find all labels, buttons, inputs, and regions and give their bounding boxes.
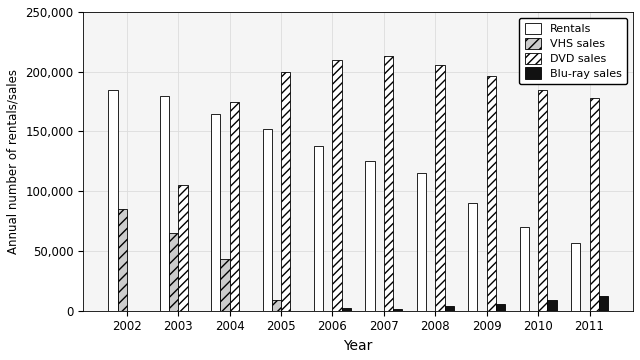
Bar [468,203,477,311]
Legend: Rentals, VHS sales, DVD sales, Blu-ray sales: Rentals, VHS sales, DVD sales, Blu-ray s… [519,18,627,84]
Bar [487,76,496,311]
Bar [179,185,188,311]
Bar [160,96,169,311]
Y-axis label: Annual number of rentals/sales: Annual number of rentals/sales [7,69,20,254]
Bar [538,90,547,311]
Bar [272,300,281,311]
Bar [314,146,323,311]
Bar [435,64,445,311]
Bar [118,209,127,311]
Bar [342,308,351,311]
Bar [108,90,118,311]
Bar [571,243,580,311]
X-axis label: Year: Year [344,339,373,353]
Bar [393,309,403,311]
Bar [211,113,220,311]
Bar [220,259,230,311]
Bar [589,98,599,311]
Bar [230,102,239,311]
Bar [417,173,426,311]
Bar [169,233,179,311]
Bar [262,129,272,311]
Bar [547,300,557,311]
Bar [445,306,454,311]
Bar [365,161,374,311]
Bar [333,60,342,311]
Bar [599,296,608,311]
Bar [520,227,529,311]
Bar [384,56,393,311]
Bar [281,72,291,311]
Bar [496,304,505,311]
